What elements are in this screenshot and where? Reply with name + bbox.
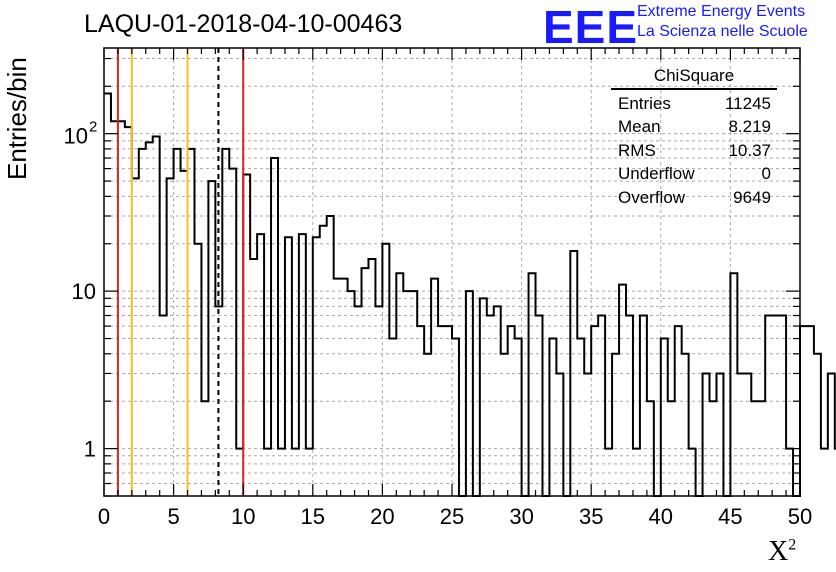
- histogram: [104, 92, 836, 497]
- x-axis-label: X2: [768, 536, 796, 568]
- stats-label: Mean: [618, 117, 661, 137]
- x-tick-label: 40: [649, 504, 673, 529]
- stats-value: 8.219: [728, 117, 771, 137]
- x-tick-label: 10: [231, 504, 255, 529]
- x-tick-label: 50: [788, 504, 812, 529]
- stats-value: 9649: [733, 187, 771, 207]
- stats-box: ChiSquare Entries 11245 Mean 8.219 RMS 10.3…: [611, 66, 777, 209]
- x-tick-label: 0: [98, 504, 110, 529]
- eee-logo: EEE: [543, 1, 639, 53]
- stats-label: RMS: [618, 140, 656, 160]
- x-tick-label: 45: [718, 504, 742, 529]
- y-tick-label: 10: [72, 279, 96, 304]
- reference-lines: [116, 48, 245, 496]
- y-tick-label: 10: [64, 124, 88, 149]
- x-tick-label: 35: [579, 504, 603, 529]
- axes: [103, 47, 801, 497]
- y-tick-label-exponent: 2: [89, 119, 97, 136]
- stats-value: 10.37: [728, 140, 771, 160]
- logo-line-1: Extreme Energy Events: [637, 3, 806, 20]
- x-tick-label: 5: [167, 504, 179, 529]
- x-tick-label: 15: [301, 504, 325, 529]
- stats-row-mean: Mean 8.219: [611, 115, 777, 138]
- stats-title: ChiSquare: [611, 66, 777, 90]
- logo-line-2: La Scienza nelle Scuole: [637, 23, 808, 40]
- stats-label: Entries: [618, 94, 671, 113]
- histogram-step-line: [104, 92, 836, 497]
- chart-title: LAQU-01-2018-04-10-00463: [84, 10, 403, 38]
- x-axis-label-text: X: [768, 536, 789, 567]
- x-axis-label-exponent: 2: [788, 536, 797, 554]
- stats-value: 0: [761, 164, 771, 184]
- stats-row-overflow: Overflow 9649: [611, 186, 777, 209]
- x-tick-label: 20: [370, 504, 394, 529]
- y-tick-label: 1: [84, 437, 96, 462]
- stats-row-underflow: Underflow 0: [611, 162, 777, 185]
- stats-row-rms: RMS 10.37: [611, 139, 777, 162]
- y-axis-label: Entries/bin: [2, 57, 32, 180]
- x-tick-label: 30: [509, 504, 533, 529]
- stats-label: Overflow: [618, 187, 686, 207]
- stats-row-entries: Entries 11245: [611, 92, 777, 115]
- x-tick-label: 25: [440, 504, 464, 529]
- stats-value: 11245: [724, 94, 771, 113]
- stats-label: Underflow: [618, 164, 695, 184]
